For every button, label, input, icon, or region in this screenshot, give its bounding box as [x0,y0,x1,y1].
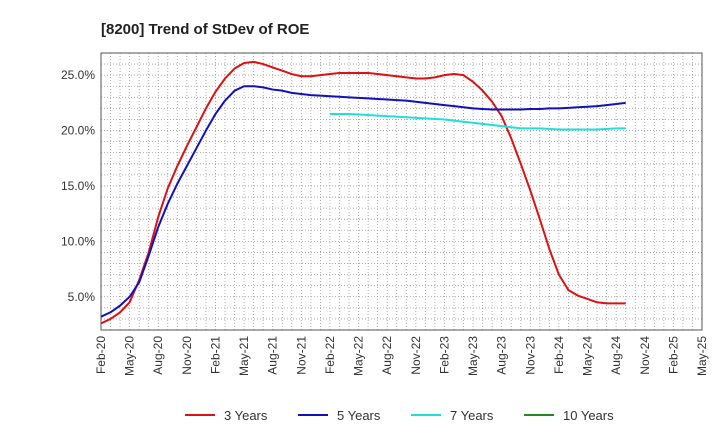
y-tick-label: 20.0% [61,124,95,138]
x-tick-label: Feb-22 [323,336,337,374]
plot-area [101,53,702,330]
x-tick-label: May-25 [695,336,709,376]
series-line-5-years [100,85,626,318]
series-layer [100,60,626,325]
series-line-3-years [100,60,626,325]
x-tick-label: Feb-23 [437,336,451,374]
x-tick-label: May-22 [352,336,366,376]
grid-layer [100,52,703,331]
x-tick-label: Feb-25 [666,336,680,374]
chart-title: [8200] Trend of StDev of ROE [101,21,309,38]
legend-label: 5 Years [337,408,381,423]
x-tick-label: Feb-21 [208,336,222,374]
legend: 3 Years 5 Years 7 Years 10 Years [185,408,614,423]
x-tick-label: Aug-22 [380,336,394,375]
x-tick-label: Feb-20 [94,336,108,374]
x-tick-label: Nov-20 [180,336,194,375]
legend-label: 10 Years [563,408,614,423]
x-tick-label: Nov-23 [523,336,537,375]
axis-layer: 5.0% 10.0% 15.0% 20.0% 25.0% Feb-20 May-20 Aug-… [61,68,709,376]
x-tick-label: Aug-23 [495,336,509,375]
x-tick-label: May-21 [237,336,251,376]
x-tick-label: May-20 [123,336,137,376]
x-tick-label: Aug-24 [609,336,623,375]
x-tick-label: Aug-20 [151,336,165,375]
y-tick-label: 15.0% [61,179,95,193]
x-tick-label: May-23 [466,336,480,376]
y-tick-label: 25.0% [61,68,95,82]
legend-label: 3 Years [224,408,268,423]
x-tick-label: Feb-24 [552,336,566,374]
y-tick-label: 10.0% [61,234,95,248]
x-tick-label: Nov-22 [409,336,423,375]
x-tick-label: May-24 [581,336,595,376]
y-tick-label: 5.0% [68,290,96,304]
legend-label: 7 Years [450,408,494,423]
x-tick-label: Nov-24 [638,336,652,375]
plot-border [100,52,703,331]
x-tick-label: Aug-21 [266,336,280,375]
series-line-7-years [329,112,626,131]
x-tick-label: Nov-21 [294,336,308,375]
